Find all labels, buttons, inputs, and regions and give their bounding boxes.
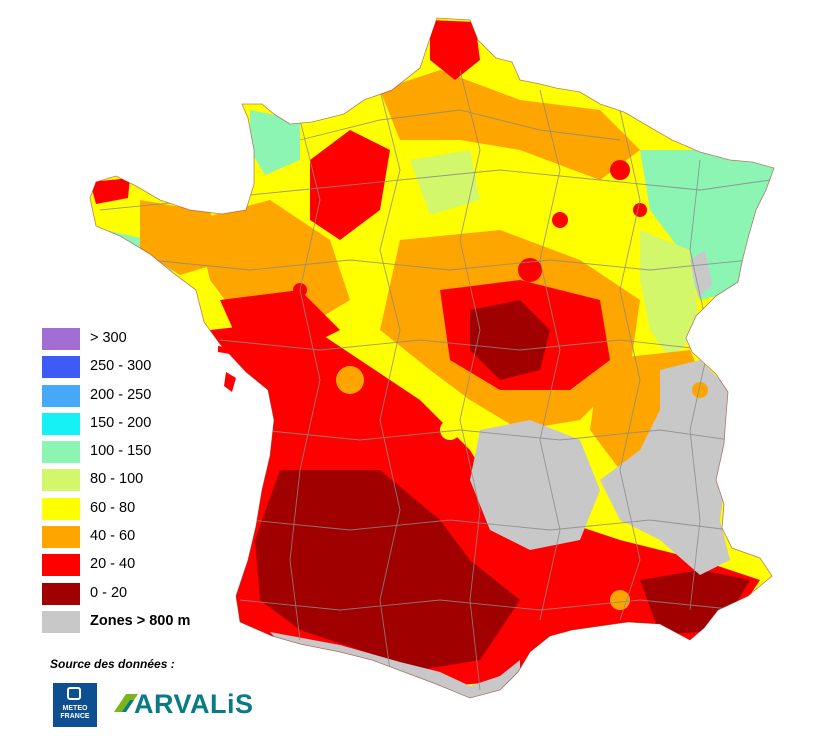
legend-swatch [42, 526, 80, 549]
legend-label: 0 - 20 [90, 584, 128, 601]
source-label: Source des données : [50, 657, 175, 671]
legend-swatch [42, 582, 80, 605]
meteo-france-emblem-icon [67, 687, 81, 700]
blob-red [610, 160, 630, 180]
blob-red [241, 341, 259, 359]
zone-20-40-nord [430, 20, 480, 80]
legend-swatch [42, 610, 80, 633]
island-re [218, 346, 232, 354]
meteo-france-line1: METEO [62, 705, 88, 712]
legend-label: 200 - 250 [90, 386, 152, 403]
meteo-france-line2: FRANCE [60, 713, 90, 720]
legend-swatch [42, 441, 80, 464]
zone-0-20-center [470, 300, 550, 380]
legend-label: Zones > 800 m [90, 612, 191, 629]
legend-swatch [42, 384, 80, 407]
zone-0-20-southwest [255, 470, 520, 670]
blob-yellow [440, 420, 460, 440]
zone-100-150-normandy [250, 110, 300, 175]
legend-label: 100 - 150 [90, 443, 152, 460]
blob-red [552, 212, 568, 228]
zone-alps [600, 360, 730, 575]
legend-label: 20 - 40 [90, 556, 136, 573]
blob-red [518, 258, 542, 282]
legend-label: 80 - 100 [90, 471, 144, 488]
blob-orange [692, 382, 708, 398]
zone-vosges [690, 250, 712, 298]
island-oleron [224, 372, 236, 392]
meteo-france-logo: METEO FRANCE [53, 683, 97, 727]
legend-label: 150 - 200 [90, 414, 152, 431]
legend-swatch [42, 328, 80, 350]
zone-massif-central [470, 420, 600, 550]
zone-40-60-north [380, 70, 640, 180]
arvalis-leaf-icon [114, 694, 138, 712]
arvalis-wordmark: ARVALiS [134, 689, 254, 719]
zone-40-60-brittany [140, 200, 230, 275]
legend-label: 60 - 80 [90, 499, 136, 516]
blob-red [633, 203, 647, 217]
legend-label: > 300 [90, 330, 127, 346]
legend-label: 40 - 60 [90, 528, 136, 545]
legend-label: 250 - 300 [90, 358, 152, 375]
legend-swatch [42, 469, 80, 492]
zone-80-100-east [640, 230, 700, 360]
blob-orange [336, 366, 364, 394]
legend-swatch [42, 554, 80, 577]
zone-20-40-finistere [90, 178, 130, 204]
france-border [89, 17, 775, 699]
zone-40-60-west [196, 200, 350, 330]
zone-80-100-paris [410, 150, 480, 215]
legend-swatch [42, 412, 80, 435]
legend-swatch [42, 497, 80, 520]
legend-swatch [42, 356, 80, 379]
